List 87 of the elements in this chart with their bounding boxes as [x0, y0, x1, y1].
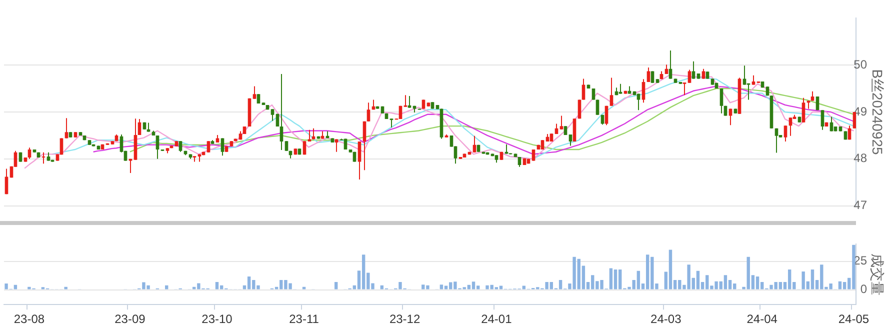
y-tick-label: 48 — [854, 151, 868, 166]
candlestick — [138, 118, 142, 136]
candlestick — [220, 138, 224, 156]
x-tick-label: 23-11 — [289, 312, 320, 326]
candlestick — [820, 110, 824, 130]
candlestick — [802, 97, 806, 123]
bar — [614, 270, 618, 290]
bar — [842, 282, 846, 290]
candlestick — [688, 69, 692, 84]
candlestick — [682, 82, 686, 96]
bar — [165, 285, 168, 290]
x-tick-label: 24-04 — [746, 312, 778, 326]
bar — [696, 270, 700, 290]
candlestick — [128, 158, 132, 174]
candlestick — [270, 108, 274, 122]
candlestick — [610, 77, 614, 106]
bar — [380, 285, 384, 290]
y-tick-label: 0 — [860, 282, 868, 296]
candlestick — [788, 117, 792, 136]
bar — [302, 286, 306, 290]
candlestick — [518, 156, 522, 168]
candlestick — [366, 102, 370, 122]
candlestick — [592, 88, 596, 100]
candlestick — [572, 118, 576, 142]
bar — [609, 268, 613, 290]
candlestick — [302, 140, 306, 156]
bar — [472, 282, 476, 290]
candlestick — [532, 149, 536, 162]
candlestick — [42, 152, 46, 164]
candlestick — [284, 140, 288, 152]
x-tick-label: 23-12 — [389, 312, 420, 326]
bar — [558, 280, 562, 290]
candlestick — [774, 128, 778, 154]
y-axis-title: 成交量 — [870, 253, 886, 296]
candlestick — [642, 78, 646, 104]
candlestick — [720, 88, 724, 114]
bar — [14, 284, 18, 290]
bar — [499, 286, 503, 290]
bar — [247, 276, 251, 290]
candlestick — [206, 140, 210, 153]
candlestick — [472, 135, 476, 153]
candlestick — [560, 115, 564, 130]
candlestick — [64, 118, 68, 139]
candlestick — [746, 82, 750, 100]
bar — [215, 282, 219, 290]
candlestick — [568, 134, 572, 146]
y-axis-title: B丝20240925 — [870, 69, 886, 156]
candlestick — [728, 108, 732, 126]
candlestick — [178, 140, 182, 152]
bar — [810, 270, 814, 290]
bar — [838, 281, 842, 290]
candlestick — [156, 134, 160, 160]
bar — [756, 276, 760, 290]
candlestick — [636, 93, 640, 111]
candlestick — [362, 120, 366, 171]
candlestick — [752, 74, 756, 86]
candlestick — [280, 74, 284, 150]
candlestick — [4, 168, 8, 195]
candlestick — [596, 99, 600, 116]
candlestick — [404, 94, 408, 108]
candlestick — [816, 96, 820, 111]
candlestick — [28, 147, 32, 160]
candlestick — [692, 60, 696, 80]
candlestick — [582, 78, 586, 100]
x-tick-label: 23-08 — [14, 312, 45, 326]
x-tick-label: 24-05 — [838, 312, 870, 326]
x-tick-label: 24-03 — [650, 312, 682, 326]
bar — [334, 282, 338, 290]
candlestick — [650, 70, 654, 84]
bar — [467, 284, 471, 290]
bar — [440, 284, 444, 290]
x-tick-label: 23-09 — [114, 312, 146, 326]
candlestick — [784, 125, 788, 142]
candlestick — [358, 141, 362, 180]
bar — [724, 275, 728, 290]
y-tick-label: 50 — [854, 57, 868, 72]
x-tick-label: 23-10 — [202, 312, 233, 326]
bar — [444, 286, 448, 290]
candlestick — [252, 86, 256, 100]
candlestick — [334, 138, 338, 152]
y-tick-label: 47 — [854, 198, 868, 212]
candlestick — [646, 66, 650, 82]
x-tick-label: 24-01 — [481, 312, 512, 326]
bar — [668, 250, 672, 290]
bar — [476, 286, 480, 290]
candlestick — [742, 65, 746, 86]
candlestick — [408, 96, 412, 108]
